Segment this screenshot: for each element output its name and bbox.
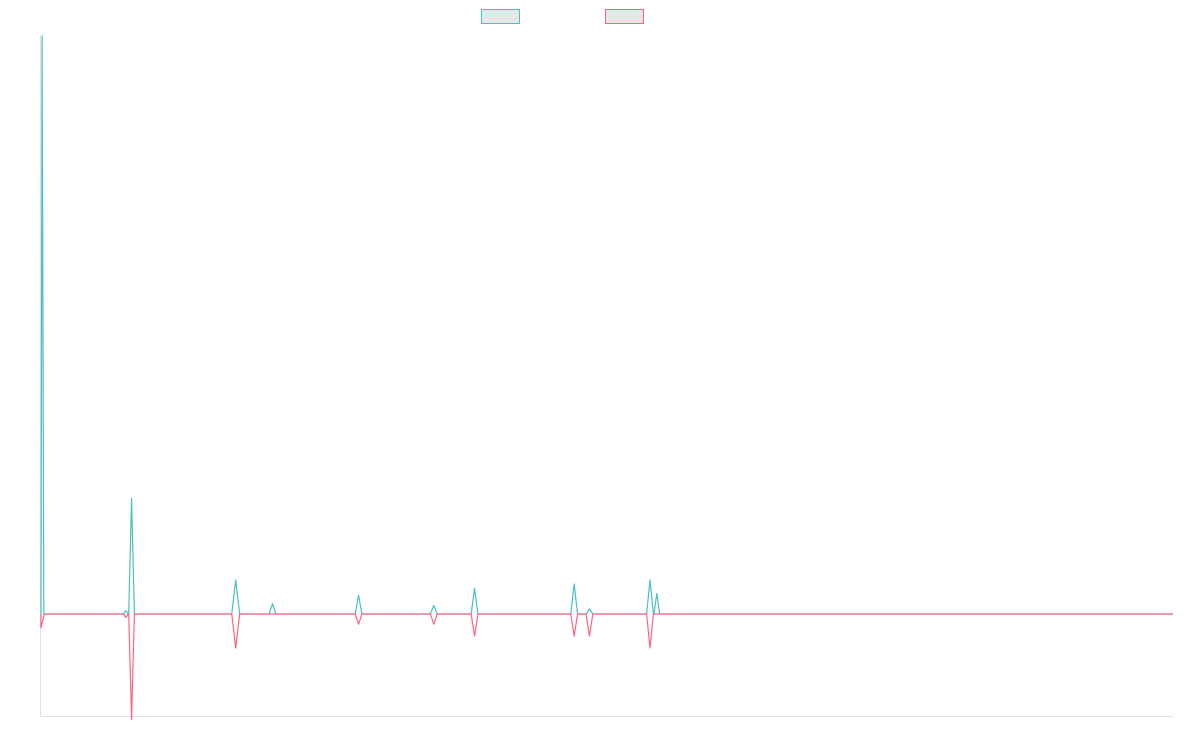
series-2-line bbox=[40, 613, 1173, 720]
series-1-line bbox=[40, 35, 1173, 615]
legend-swatch-series-2[interactable] bbox=[605, 9, 644, 24]
legend-swatch-series-1[interactable] bbox=[481, 9, 520, 24]
